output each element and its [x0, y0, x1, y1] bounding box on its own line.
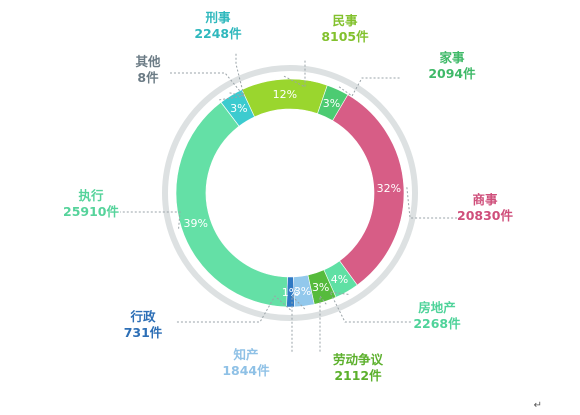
corner-mark: ↵ — [533, 400, 542, 411]
leader-line-6 — [291, 294, 306, 353]
leader-line-7 — [175, 295, 291, 323]
outer-ring — [162, 65, 418, 321]
leader-line-10 — [229, 53, 245, 97]
value-label-7: 731件 — [124, 325, 163, 340]
value-label-2: 2094件 — [428, 66, 476, 81]
percent-label-4: 4% — [331, 273, 348, 286]
percent-label-7: 1% — [282, 286, 299, 299]
leader-line-8 — [120, 211, 181, 229]
value-label-3: 20830件 — [457, 208, 513, 223]
percent-label-5: 3% — [312, 281, 329, 294]
category-label-7: 行政 — [129, 309, 156, 324]
category-label-10: 刑事 — [205, 10, 231, 25]
value-label-4: 2268件 — [413, 316, 461, 331]
value-label-10: 2248件 — [194, 26, 242, 41]
percent-label-8: 39% — [184, 217, 208, 230]
category-label-4: 房地产 — [418, 300, 456, 315]
slice-10 — [220, 89, 255, 127]
value-label-9: 8件 — [137, 70, 159, 85]
percent-label-2: 3% — [323, 97, 340, 110]
leader-lines-group — [120, 53, 460, 353]
category-label-5: 劳动争议 — [333, 352, 384, 367]
category-label-6: 知产 — [232, 347, 258, 362]
value-label-8: 25910件 — [63, 204, 119, 219]
percent-label-6: 3% — [294, 285, 311, 298]
leader-line-3 — [406, 187, 460, 219]
slices-group — [175, 78, 405, 308]
percent-label-3: 32% — [377, 182, 401, 195]
value-label-5: 2112件 — [334, 368, 382, 383]
slice-8 — [175, 101, 288, 308]
value-label-1: 8105件 — [321, 29, 369, 44]
category-label-3: 商事 — [472, 192, 498, 207]
category-label-9: 其他 — [135, 54, 161, 69]
value-label-6: 1844件 — [222, 363, 270, 378]
leader-line-1 — [283, 60, 306, 88]
leader-line-5 — [319, 294, 327, 352]
leader-line-9 — [170, 72, 245, 101]
category-label-2: 家事 — [439, 50, 465, 65]
percent-label-10: 3% — [230, 102, 247, 115]
category-label-8: 执行 — [78, 188, 104, 203]
leader-line-4 — [329, 291, 412, 323]
category-label-1: 民事 — [332, 13, 358, 28]
percent-label-1: 12% — [273, 88, 297, 101]
percent-labels-group: 12%3%32%4%3%3%1%39%3% — [184, 88, 402, 299]
